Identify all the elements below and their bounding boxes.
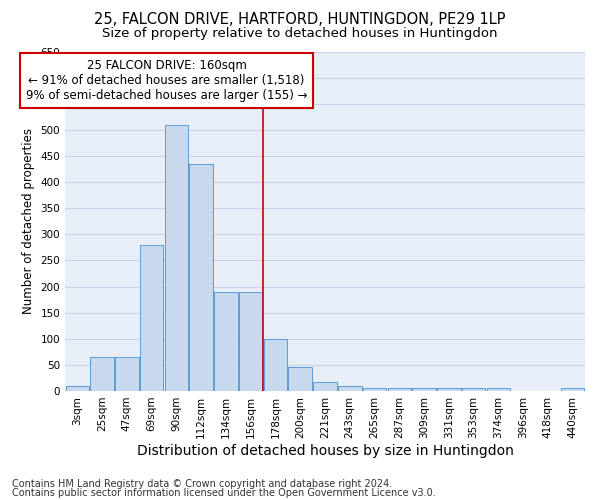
Bar (363, 388, 386, 391)
Text: 25 FALCON DRIVE: 160sqm
← 91% of detached houses are smaller (1,518)
9% of semi-: 25 FALCON DRIVE: 160sqm ← 91% of detache… (26, 60, 307, 102)
Bar (239, 292, 262, 391)
Bar (91, 357, 114, 391)
Y-axis label: Number of detached properties: Number of detached properties (22, 128, 35, 314)
Bar (561, 388, 584, 391)
Bar (487, 388, 510, 391)
Bar (65, 386, 89, 391)
Bar (140, 244, 163, 391)
Bar (263, 338, 287, 391)
Bar (462, 388, 485, 391)
Bar (412, 388, 436, 391)
Bar (338, 386, 362, 391)
Bar (289, 368, 312, 391)
Text: Contains public sector information licensed under the Open Government Licence v3: Contains public sector information licen… (12, 488, 436, 498)
Bar (437, 388, 461, 391)
Text: Contains HM Land Registry data © Crown copyright and database right 2024.: Contains HM Land Registry data © Crown c… (12, 479, 392, 489)
Bar (115, 357, 139, 391)
Bar (190, 164, 213, 391)
Bar (388, 388, 411, 391)
X-axis label: Distribution of detached houses by size in Huntingdon: Distribution of detached houses by size … (137, 444, 514, 458)
Text: 25, FALCON DRIVE, HARTFORD, HUNTINGDON, PE29 1LP: 25, FALCON DRIVE, HARTFORD, HUNTINGDON, … (94, 12, 506, 28)
Bar (313, 382, 337, 391)
Bar (214, 292, 238, 391)
Bar (164, 124, 188, 391)
Text: Size of property relative to detached houses in Huntingdon: Size of property relative to detached ho… (102, 28, 498, 40)
